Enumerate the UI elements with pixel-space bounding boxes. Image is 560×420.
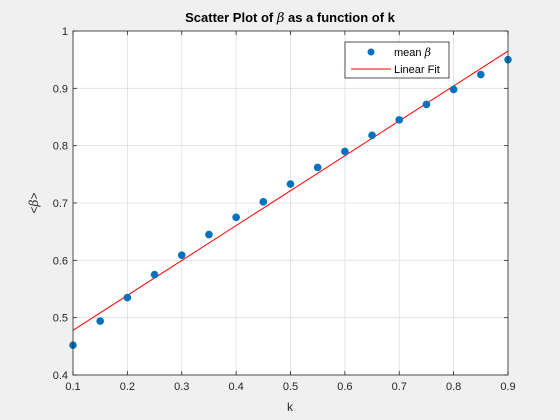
data-point — [150, 270, 159, 279]
y-axis-label: <β> — [27, 193, 41, 214]
x-tick-label: 0.3 — [174, 381, 189, 393]
chart-title: Scatter Plot of β as a function of k — [185, 10, 396, 26]
axis-ticks — [72, 30, 509, 376]
x-tick-label: 0.2 — [120, 381, 135, 393]
x-tick-label: 0.5 — [283, 381, 298, 393]
data-point — [96, 317, 104, 325]
data-point — [368, 131, 376, 140]
data-point — [123, 293, 132, 302]
y-tick-label: 0.4 — [53, 370, 68, 382]
x-tick-label: 0.8 — [446, 381, 461, 393]
data-point — [313, 163, 322, 172]
y-tick-label: 0.9 — [53, 83, 68, 95]
y-tick-label: 0.5 — [53, 313, 68, 325]
legend-label-mean-beta: mean β — [394, 46, 431, 59]
y-tick-label: 0.6 — [53, 255, 68, 267]
x-tick-label: 0.7 — [392, 381, 407, 393]
x-axis-label: k — [287, 400, 294, 414]
linear-fit-line — [72, 50, 509, 331]
y-tick-label: 0.8 — [53, 141, 68, 153]
x-tick-label: 0.4 — [228, 381, 243, 393]
data-point — [232, 213, 240, 222]
y-tick-label: 0.7 — [53, 198, 68, 210]
x-tick-label: 0.9 — [500, 381, 515, 393]
data-point — [395, 116, 404, 124]
data-point — [449, 85, 458, 94]
x-tick-label: 0.1 — [65, 381, 80, 393]
legend-label-linear-fit: Linear Fit — [394, 64, 440, 76]
legend: mean β Linear Fit — [344, 41, 450, 79]
data-point — [341, 147, 349, 156]
legend-marker-mean-beta — [367, 48, 375, 56]
x-tick-label: 0.6 — [337, 381, 352, 393]
data-point — [286, 180, 295, 188]
legend-box — [344, 41, 450, 79]
y-tick-label: 1 — [62, 26, 68, 38]
data-point — [177, 251, 186, 259]
data-point — [205, 230, 213, 239]
x-tick-labels: 0.1 0.2 0.3 0.4 0.5 0.6 0.7 0.8 0.9 — [65, 381, 515, 393]
data-point — [259, 198, 268, 206]
data-point — [477, 70, 485, 79]
y-tick-labels: 0.4 0.5 0.6 0.7 0.8 0.9 1 — [53, 26, 68, 382]
data-point — [422, 100, 431, 109]
fit-line-layer — [72, 50, 509, 331]
